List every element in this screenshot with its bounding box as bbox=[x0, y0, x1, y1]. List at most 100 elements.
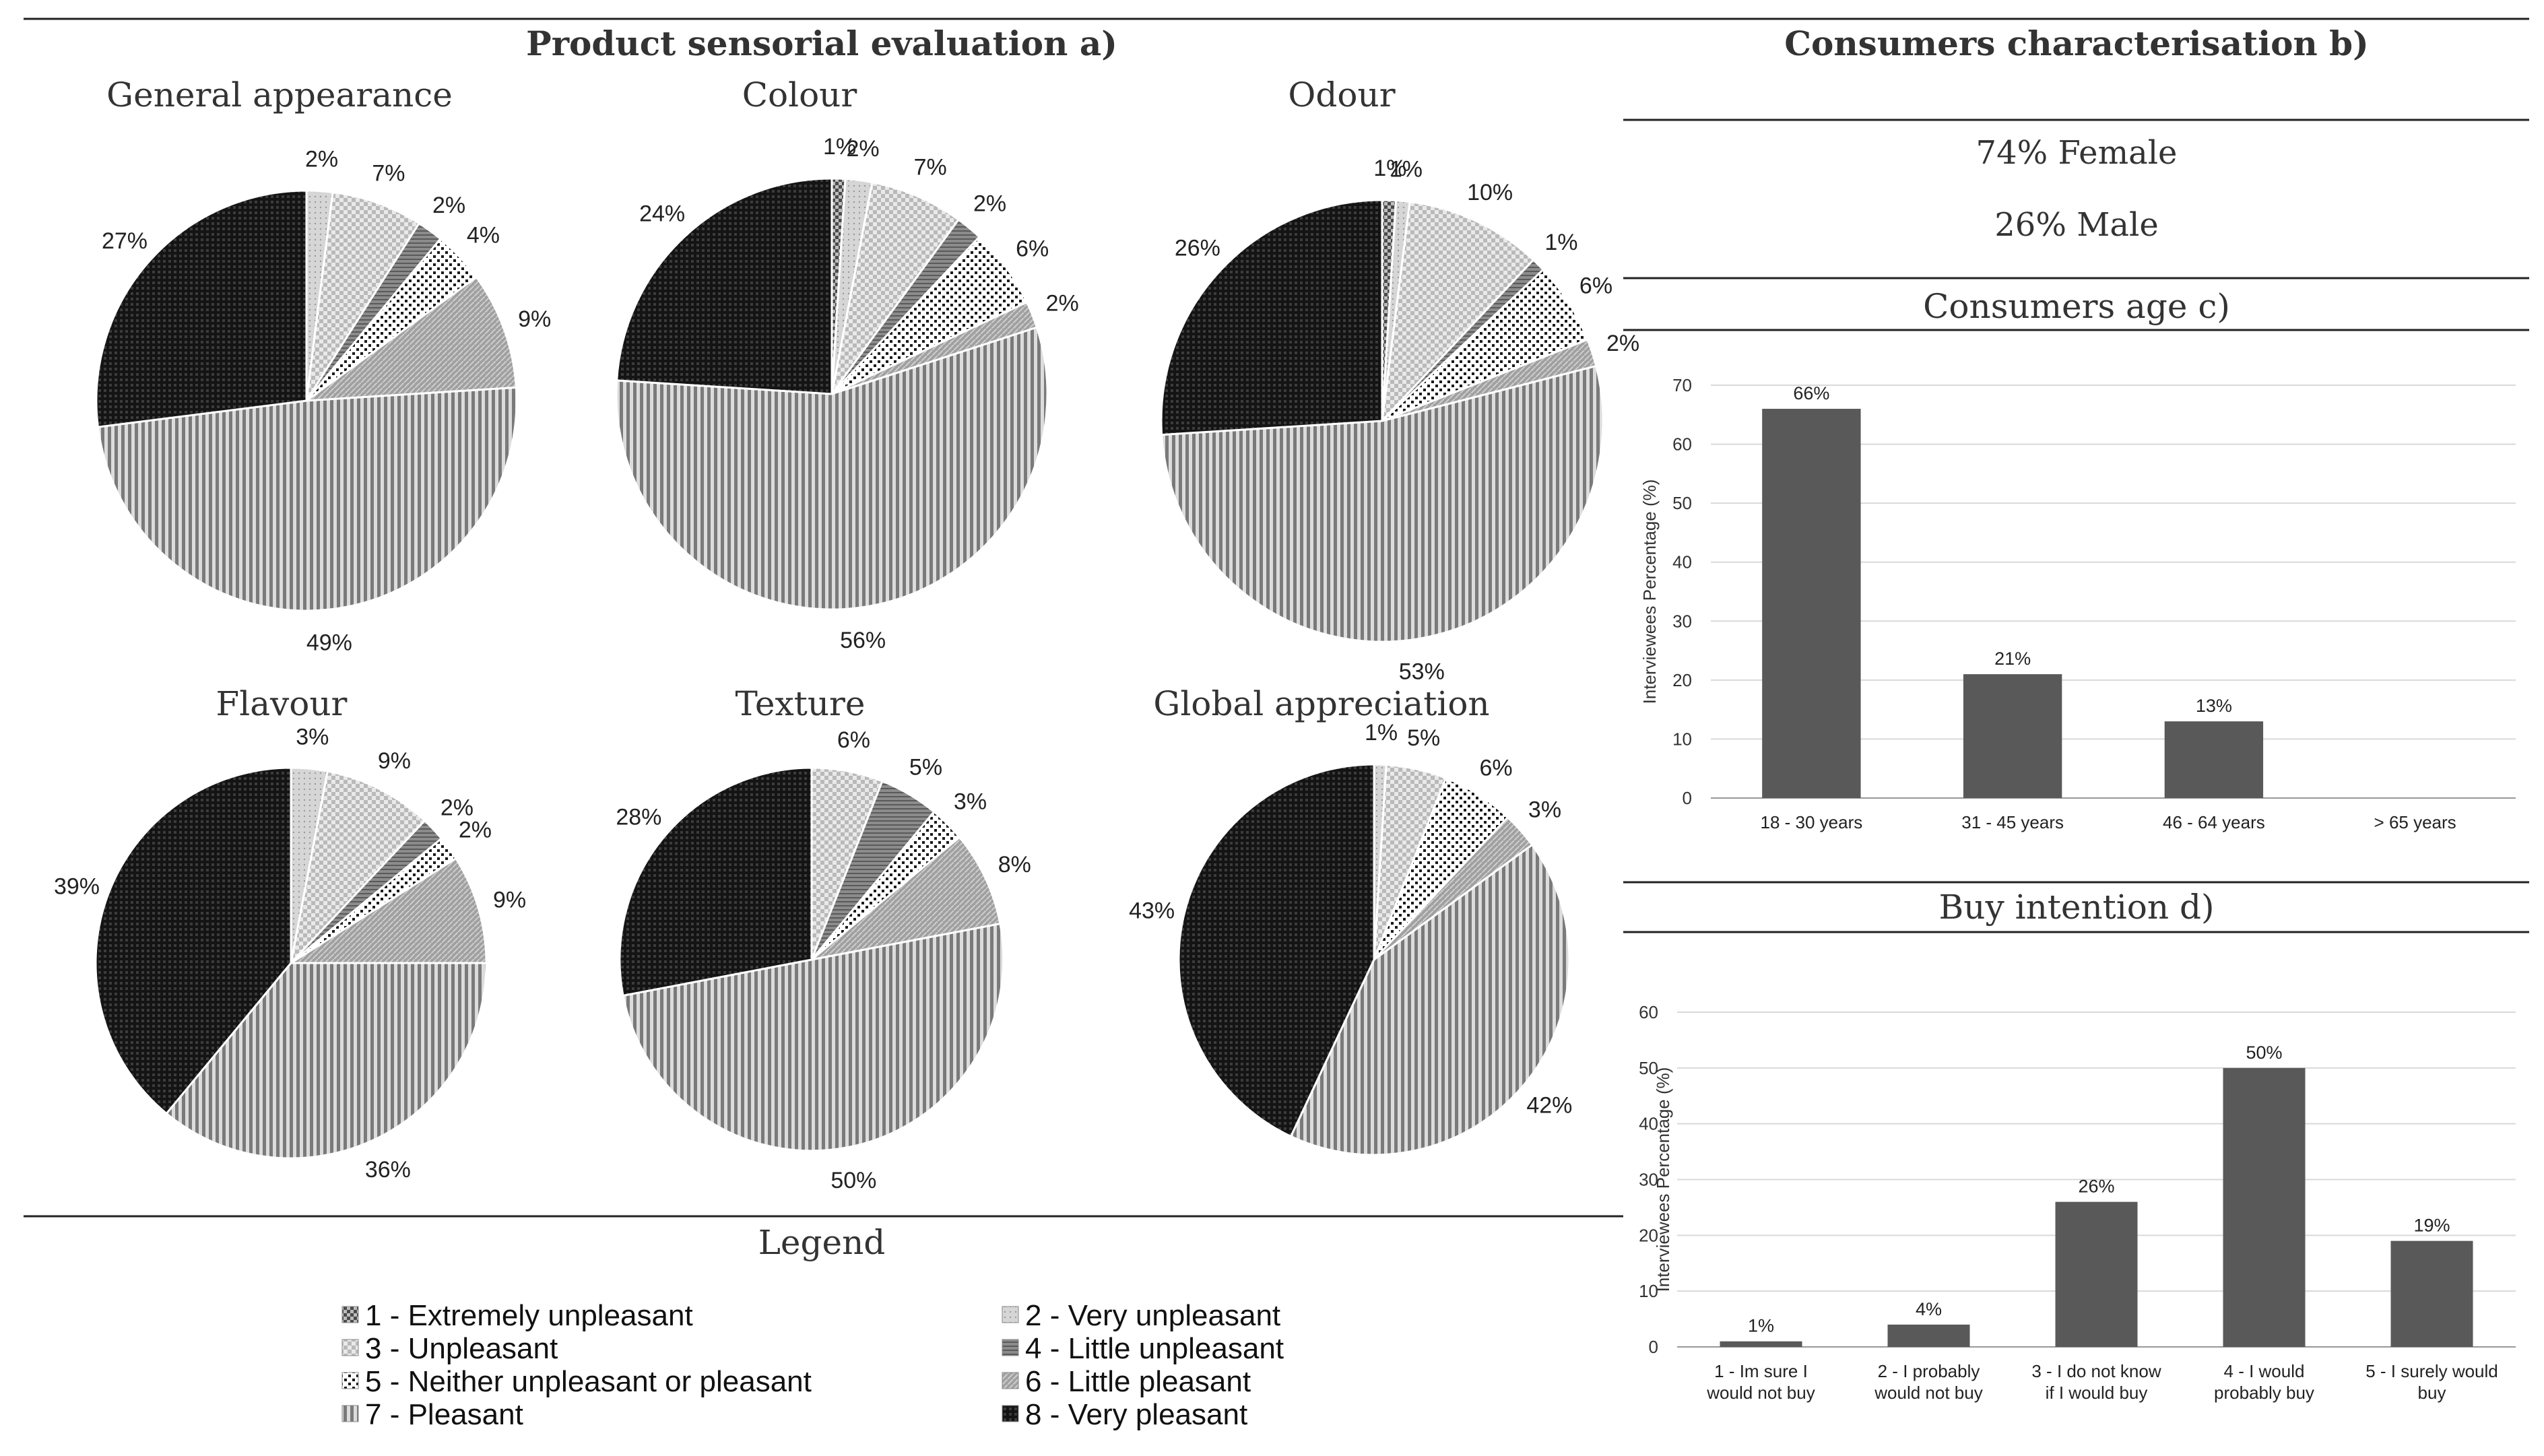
panel-b-title: Consumers characterisation b) bbox=[1784, 24, 2369, 63]
x-category-label: > 65 years bbox=[2374, 812, 2456, 832]
pie-slice-label: 2% bbox=[432, 193, 465, 218]
pie-slice bbox=[622, 922, 1005, 1152]
legend-swatch bbox=[1002, 1405, 1019, 1422]
legend-item: 2 - Very unpleasant bbox=[1002, 1299, 1280, 1332]
legend-swatch bbox=[341, 1306, 359, 1323]
pie-slice-label: 49% bbox=[306, 630, 352, 655]
legend-label: 5 - Neither unpleasant or pleasant bbox=[365, 1365, 812, 1398]
pie-slice-label: 6% bbox=[837, 727, 870, 753]
pie-slice-label: 9% bbox=[493, 888, 526, 913]
pie-slice-label: 50% bbox=[830, 1168, 876, 1193]
pie-slice-label: 3% bbox=[954, 789, 987, 815]
pie-slice-label: 2% bbox=[1606, 331, 1639, 356]
bar bbox=[1720, 1341, 1802, 1347]
pie-title: General appearance bbox=[106, 75, 453, 114]
y-tick-label: 60 bbox=[1672, 434, 1692, 455]
pie-slice-label: 2% bbox=[459, 817, 492, 842]
legend-swatch bbox=[1002, 1339, 1019, 1356]
pie-slice bbox=[289, 770, 426, 966]
x-category-label: 5 - I surely would bbox=[2366, 1361, 2498, 1381]
pie-slice-label: 5% bbox=[909, 754, 942, 780]
pie-slice bbox=[95, 189, 308, 428]
x-category-label: 31 - 45 years bbox=[1961, 812, 2064, 832]
y-tick-label: 10 bbox=[1672, 729, 1692, 749]
pie-title: Flavour bbox=[216, 684, 348, 723]
y-tick-label: 40 bbox=[1639, 1114, 1658, 1134]
pie-title: Odour bbox=[1288, 75, 1395, 114]
pie-chart: Texture 6% 5% 3% 8% 50% 28% bbox=[616, 684, 1031, 1193]
pie-slice-label: 4% bbox=[467, 223, 500, 249]
y-tick-label: 30 bbox=[1672, 611, 1692, 631]
pie-slice-label: 2% bbox=[305, 147, 338, 172]
bar-chart-title: Consumers age c) bbox=[1923, 287, 2230, 326]
x-category-label: would not buy bbox=[1706, 1383, 1815, 1403]
y-tick-label: 40 bbox=[1672, 552, 1692, 572]
legend-item: 3 - Unpleasant bbox=[341, 1332, 558, 1365]
y-tick-label: 20 bbox=[1672, 670, 1692, 690]
legend-item: 4 - Little unpleasant bbox=[1002, 1332, 1284, 1365]
pie-charts: General appearance2%7%2%4%9%49%27%Colour… bbox=[54, 75, 1639, 1193]
pie-slice-label: 5% bbox=[1407, 725, 1440, 751]
pie-slice-label: 1% bbox=[1365, 720, 1398, 746]
pie-slice-label: 36% bbox=[365, 1157, 411, 1183]
pie-slice bbox=[615, 326, 1049, 611]
legend-item: 8 - Very pleasant bbox=[1002, 1398, 1247, 1431]
pie-slice bbox=[830, 235, 1029, 395]
legend-item: 6 - Little pleasant bbox=[1002, 1365, 1251, 1398]
bar-charts: Consumers age c) 0 10 20 30 40 50 60 70 Interview… bbox=[1639, 287, 2516, 1403]
pie-slice bbox=[1289, 843, 1571, 1156]
male-share: 26% Male bbox=[1994, 206, 2158, 244]
bar-value-label: 19% bbox=[2413, 1216, 2450, 1236]
pie-slice-label: 9% bbox=[518, 306, 551, 332]
pie-slice bbox=[1380, 200, 1535, 424]
female-share: 74% Female bbox=[1976, 134, 2178, 172]
bar-value-label: 26% bbox=[2078, 1177, 2114, 1197]
pie-slice-label: 26% bbox=[1175, 236, 1220, 261]
pie-slice-label: 39% bbox=[54, 874, 100, 900]
x-category-label: probably buy bbox=[2214, 1383, 2314, 1403]
pie-slice bbox=[618, 766, 813, 997]
x-category-label: 3 - I do not know bbox=[2031, 1361, 2161, 1381]
pie-slice-label: 10% bbox=[1467, 180, 1513, 205]
pie-slice-label: 2% bbox=[441, 795, 474, 821]
y-axis-label: Interviewees Percentage (%) bbox=[1639, 479, 1660, 704]
legend-swatch bbox=[341, 1372, 359, 1389]
pie-slice bbox=[302, 275, 517, 402]
pie-slice bbox=[1161, 364, 1604, 643]
bar-value-label: 4% bbox=[1916, 1299, 1942, 1319]
pie-title: Global appreciation bbox=[1153, 684, 1489, 723]
pie-slice bbox=[1381, 268, 1589, 422]
y-tick-label: 0 bbox=[1683, 788, 1692, 808]
pie-slice bbox=[616, 177, 833, 395]
x-category-label: 18 - 30 years bbox=[1761, 812, 1863, 832]
pie-slice-label: 28% bbox=[616, 805, 661, 830]
pie-slice-label: 42% bbox=[1526, 1092, 1572, 1118]
pie-slice-label: 8% bbox=[998, 852, 1031, 878]
pie-slice-label: 1% bbox=[1544, 230, 1577, 255]
legend-label: 1 - Extremely unpleasant bbox=[365, 1299, 693, 1332]
bar bbox=[2223, 1067, 2306, 1347]
pie-slice bbox=[1177, 763, 1375, 1138]
x-category-label: 46 - 64 years bbox=[2163, 812, 2265, 832]
pie-slice bbox=[287, 857, 488, 964]
bar bbox=[1963, 674, 2062, 798]
bar-chart: Consumers age c) 0 10 20 30 40 50 60 70 Interview… bbox=[1639, 287, 2516, 832]
pie-slice-label: 3% bbox=[1528, 797, 1561, 823]
legend-item: 5 - Neither unpleasant or pleasant bbox=[341, 1365, 812, 1398]
pie-slice-label: 6% bbox=[1579, 273, 1612, 299]
pie-slice bbox=[165, 962, 488, 1160]
legend-label: 7 - Pleasant bbox=[365, 1398, 523, 1431]
pie-slice-label: 7% bbox=[914, 154, 947, 180]
legend-item: 1 - Extremely unpleasant bbox=[341, 1299, 693, 1332]
legend-swatch bbox=[341, 1405, 359, 1422]
y-tick-label: 30 bbox=[1639, 1170, 1658, 1190]
pie-slice-label: 1% bbox=[1373, 156, 1406, 181]
pie-slice-label: 9% bbox=[378, 748, 411, 774]
pie-slice-label: 56% bbox=[840, 628, 886, 653]
y-axis-label: Interviewees Percentage (%) bbox=[1653, 1067, 1673, 1292]
bar bbox=[2055, 1201, 2138, 1347]
